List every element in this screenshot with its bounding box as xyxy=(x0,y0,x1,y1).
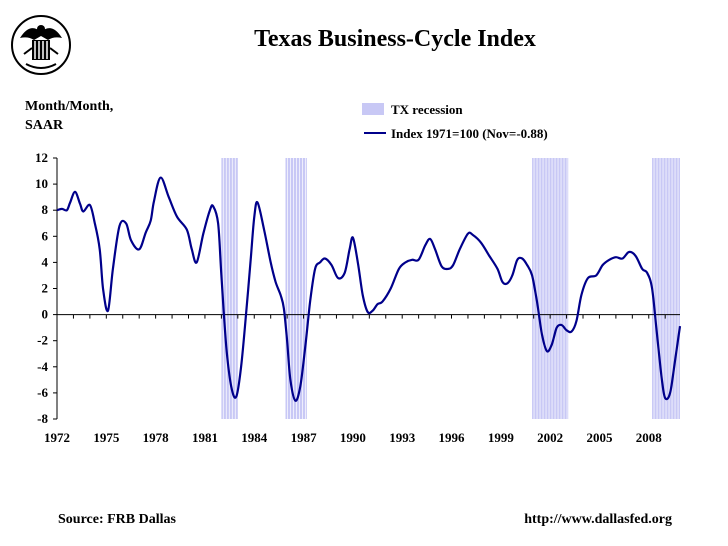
x-tick-label: 1990 xyxy=(340,430,366,445)
source-note: Source: FRB Dallas xyxy=(58,512,176,527)
legend-swatch-recession xyxy=(362,103,384,115)
y-tick-label: -8 xyxy=(37,411,48,426)
y-tick-label: 12 xyxy=(35,150,48,165)
federal-reserve-seal-icon xyxy=(11,15,71,75)
y-tick-label: 2 xyxy=(42,281,49,296)
x-tick-label: 1993 xyxy=(389,430,416,445)
y-tick-label: -6 xyxy=(37,385,48,400)
source-url: http://www.dallasfed.org xyxy=(524,512,672,527)
legend-label-recession: TX recession xyxy=(391,102,463,117)
chart-title: Texas Business-Cycle Index xyxy=(254,26,536,52)
x-tick-label: 2008 xyxy=(636,430,663,445)
x-tick-label: 1981 xyxy=(192,430,218,445)
x-tick-label: 1999 xyxy=(488,430,515,445)
x-tick-label: 1996 xyxy=(439,430,466,445)
y-tick-label: 6 xyxy=(42,228,49,243)
x-tick-label: 1984 xyxy=(241,430,268,445)
legend-label-index: Index 1971=100 (Nov=-0.88) xyxy=(391,126,548,141)
x-tick-label: 2002 xyxy=(537,430,563,445)
recession-band-3 xyxy=(532,158,569,419)
series-line-index xyxy=(56,176,682,402)
y-tick-label: -2 xyxy=(37,333,48,348)
x-tick-label: 1975 xyxy=(93,430,120,445)
y-tick-label: 0 xyxy=(42,307,49,322)
y-tick-label: -4 xyxy=(37,359,48,374)
x-tick-label: 1987 xyxy=(291,430,318,445)
y-tick-label: 4 xyxy=(42,254,49,269)
x-tick-label: 1972 xyxy=(44,430,70,445)
y-tick-label: 10 xyxy=(35,176,48,191)
y-tick-label: 8 xyxy=(42,202,49,217)
y-axis-unit-label: Month/Month, SAAR xyxy=(25,99,114,133)
x-tick-label: 1978 xyxy=(143,430,170,445)
x-tick-label: 2005 xyxy=(586,430,613,445)
